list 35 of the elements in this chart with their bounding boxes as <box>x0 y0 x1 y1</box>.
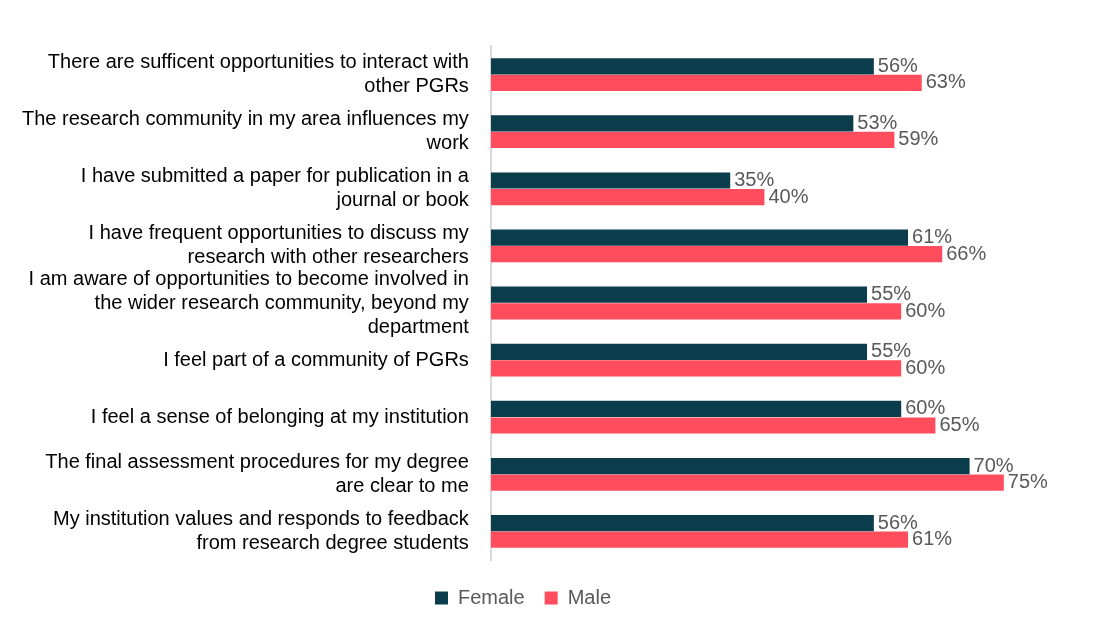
y-tick-label: I have submitted a paper for publication in a journal or book <box>80 164 470 211</box>
bar <box>490 188 765 206</box>
bar <box>490 286 868 303</box>
y-tick-label: I feel a sense of belonging at my institution <box>90 404 469 427</box>
bar <box>490 457 970 475</box>
bar <box>490 474 1004 491</box>
y-tick-label: I am aware of opportunities to become involved in the wider research community, beyond my department <box>28 266 470 337</box>
bar <box>490 131 895 149</box>
bar <box>490 115 854 132</box>
bar <box>490 531 909 548</box>
bar <box>490 303 902 320</box>
bar <box>490 58 874 75</box>
bar <box>490 172 731 189</box>
bar <box>490 515 874 532</box>
legend-label: Female <box>457 585 525 608</box>
data-label: 35% <box>734 168 775 191</box>
y-tick-label: I feel part of a community of PGRs <box>163 347 469 370</box>
data-label: 59% <box>898 127 939 150</box>
y-tick-label: There are sufficent opportunities to interact with other PGRs <box>47 50 469 97</box>
data-label: 65% <box>939 413 980 436</box>
bar <box>490 360 902 377</box>
data-label: 56% <box>877 53 919 76</box>
bar <box>490 74 922 91</box>
bar <box>490 246 943 263</box>
data-label: 63% <box>925 70 966 93</box>
y-tick-label: The research community in my area influences my work <box>21 107 470 154</box>
data-label: 53% <box>857 110 898 133</box>
y-tick-label: My institution values and responds to feedback from research degree students <box>53 506 470 553</box>
y-tick-label: The final assessment procedures for my degree are clear to me <box>45 449 469 496</box>
bar <box>490 417 936 434</box>
y-tick-label: I have frequent opportunities to discuss my research with other researchers <box>88 221 469 268</box>
legend-label: Male <box>567 585 612 608</box>
bar <box>490 343 868 360</box>
bar <box>490 400 902 418</box>
bar <box>490 229 909 246</box>
